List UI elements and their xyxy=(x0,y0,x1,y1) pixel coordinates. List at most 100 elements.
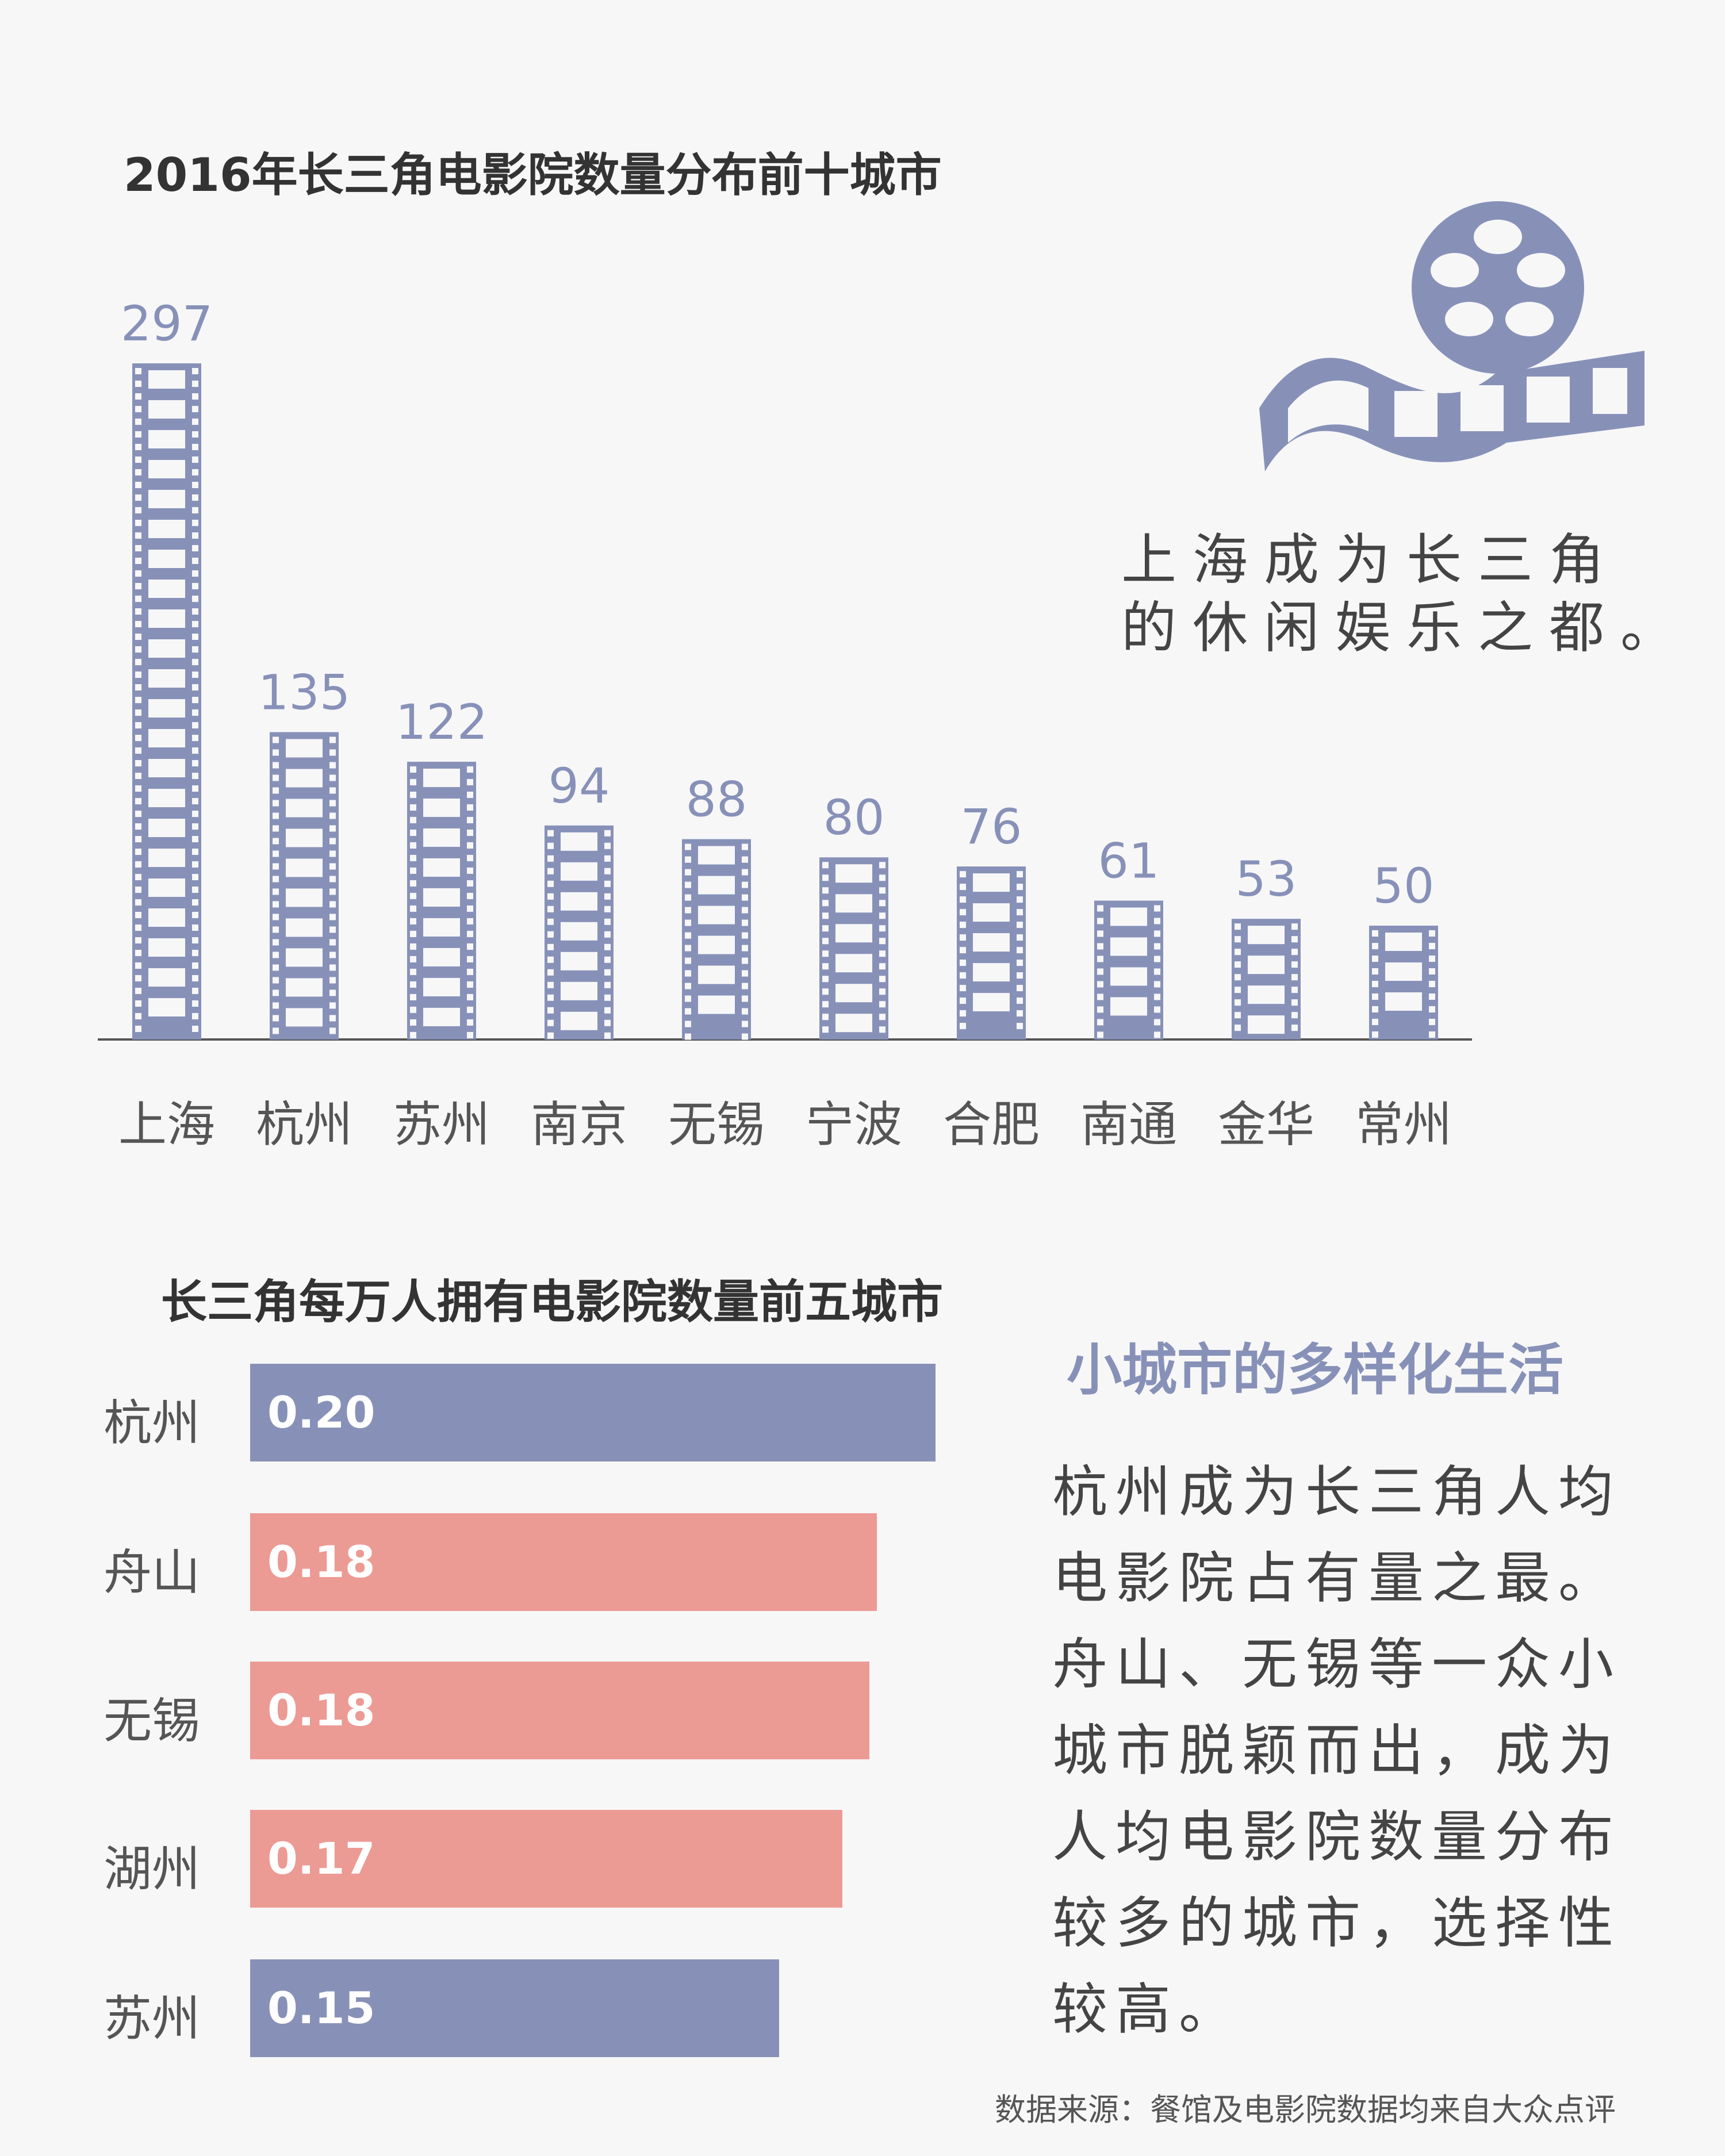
film-hole xyxy=(685,919,691,926)
film-hole xyxy=(547,969,554,976)
film-hole xyxy=(547,943,554,950)
film-frame xyxy=(1110,937,1147,956)
film-hole xyxy=(547,1007,554,1014)
film-frame xyxy=(835,864,872,883)
film-hole xyxy=(1154,943,1160,950)
film-frame xyxy=(1385,992,1422,1011)
film-hole xyxy=(547,880,554,887)
film-hole xyxy=(467,943,473,950)
film-frame xyxy=(1385,933,1422,952)
category-label: 宁波 xyxy=(806,1096,902,1153)
film-hole xyxy=(1097,918,1103,924)
film-hole xyxy=(273,914,279,920)
film-hole xyxy=(604,981,611,988)
film-hole xyxy=(135,836,141,842)
film-hole xyxy=(742,843,748,850)
category-label: 上海 xyxy=(118,1096,215,1153)
bar-6 xyxy=(957,866,1026,1039)
film-hole xyxy=(1097,968,1103,975)
film-hole xyxy=(192,482,198,488)
bar-body xyxy=(957,866,1026,1039)
film-hole xyxy=(604,943,611,950)
film-frame xyxy=(286,1008,323,1027)
film-frame xyxy=(148,968,185,987)
bar-value-label: 50 xyxy=(1373,858,1435,914)
film-hole xyxy=(192,469,198,475)
film-hole xyxy=(273,926,279,933)
film-hole xyxy=(192,545,198,551)
hbar-huzhou: 0.17 xyxy=(250,1810,842,1908)
film-frame xyxy=(835,1014,872,1033)
film-hole xyxy=(960,985,966,992)
film-frame xyxy=(561,922,597,941)
film-frame xyxy=(148,580,185,598)
bar-9 xyxy=(1369,926,1438,1039)
bar-8 xyxy=(1232,919,1301,1039)
film-hole xyxy=(135,735,141,741)
film-hole xyxy=(685,945,691,952)
film-hole xyxy=(685,1021,691,1027)
film-hole xyxy=(1154,968,1160,975)
film-hole xyxy=(1291,1012,1298,1019)
film-hole xyxy=(135,482,141,488)
film-hole xyxy=(192,735,198,741)
film-hole xyxy=(467,905,473,912)
bar-value-label: 88 xyxy=(686,772,747,828)
film-hole xyxy=(685,970,691,977)
film-hole xyxy=(685,957,691,964)
film-hole xyxy=(410,867,416,874)
film-hole xyxy=(822,925,829,932)
film-hole xyxy=(329,977,336,984)
film-hole xyxy=(1235,1025,1241,1031)
film-hole xyxy=(135,520,141,526)
film-hole xyxy=(410,956,416,962)
film-hole xyxy=(742,907,748,914)
film-hole xyxy=(135,697,141,703)
film-hole xyxy=(879,988,885,995)
film-frame xyxy=(148,490,185,508)
film-hole xyxy=(192,532,198,539)
film-hole xyxy=(192,1013,198,1019)
film-hole xyxy=(135,545,141,551)
film-hole xyxy=(1017,922,1023,929)
film-hole xyxy=(192,874,198,880)
category-label: 常州 xyxy=(1355,1096,1452,1153)
film-hole xyxy=(960,909,966,916)
film-hole xyxy=(135,962,141,969)
film-frame xyxy=(148,729,185,747)
hbar-label-hangzhou: 杭州 xyxy=(103,1395,201,1451)
film-frame xyxy=(148,849,185,867)
film-hole xyxy=(960,960,966,966)
film-hole xyxy=(604,906,611,912)
film-hole xyxy=(547,1032,554,1039)
film-hole xyxy=(273,749,279,756)
film-hole xyxy=(410,1031,416,1038)
film-hole xyxy=(685,995,691,1002)
film-hole xyxy=(604,868,611,874)
film-hole xyxy=(329,736,336,743)
film-frame xyxy=(698,876,735,895)
film-hole xyxy=(135,747,141,754)
film-frame xyxy=(1110,997,1147,1016)
hbar-wuxi: 0.18 xyxy=(250,1662,869,1759)
film-hole xyxy=(192,520,198,526)
film-hole xyxy=(742,1008,748,1015)
film-frame xyxy=(148,400,185,419)
hbar-value: 0.18 xyxy=(267,1685,375,1736)
film-hole xyxy=(822,1014,829,1021)
film-hole xyxy=(1154,993,1160,1000)
film-frame xyxy=(148,609,185,628)
bar-2 xyxy=(407,761,476,1039)
film-hole xyxy=(960,896,966,903)
film-hole xyxy=(192,747,198,754)
film-hole xyxy=(604,956,611,963)
film-hole xyxy=(135,887,141,893)
film-hole xyxy=(547,868,554,874)
film-hole xyxy=(135,608,141,615)
film-hole xyxy=(192,760,198,766)
film-frame xyxy=(148,789,185,807)
film-hole xyxy=(742,881,748,888)
film-hole xyxy=(192,988,198,994)
film-frame xyxy=(423,858,460,877)
hbar-label-zhoushan: 舟山 xyxy=(103,1544,201,1601)
